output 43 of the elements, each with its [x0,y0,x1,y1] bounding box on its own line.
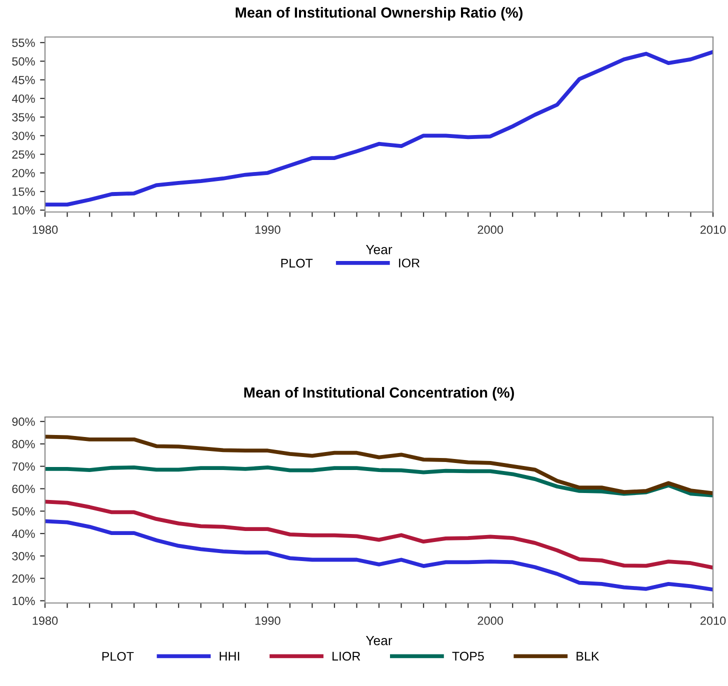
x-tick-label: 2000 [478,616,504,625]
x-tick-label: 2000 [478,226,504,234]
y-tick-label: 50% [12,507,35,516]
x-tick-label: 1980 [32,226,58,234]
y-tick-label: 20% [12,574,35,583]
x-axis-title: Year [366,636,392,646]
y-tick-label: 30% [12,552,35,560]
y-tick-label: 15% [12,188,35,196]
y-tick-label: 30% [12,132,35,140]
y-tick-label: 10% [12,206,35,215]
y-tick-label: 70% [12,462,35,471]
legend-label: IOR [399,258,420,268]
legend-title: PLOT [102,652,134,661]
line-series [45,519,713,592]
x-tick-label: 2010 [700,226,726,234]
legend-label: TOP5 [452,652,484,661]
y-tick-label: 35% [12,113,35,122]
line-series [45,465,713,498]
y-tick-label: 10% [12,596,35,606]
y-tick-label: 50% [12,57,35,66]
x-axis-title: Year [366,245,392,254]
y-tick-label: 45% [12,76,35,84]
chart-title: Mean of Institutional Ownership Ratio (%) [236,6,522,21]
legend-label: LIOR [332,652,360,661]
x-tick-label: 1980 [32,616,58,625]
legend-label: HHI [220,652,240,661]
line-series [45,50,713,206]
legend-label: BLK [576,652,600,661]
line-series [45,434,713,496]
y-tick-label: 20% [12,168,35,178]
y-tick-label: 40% [12,94,35,103]
y-tick-label: 90% [12,418,35,426]
x-tick-label: 1990 [255,616,280,625]
y-tick-label: 80% [12,440,35,448]
y-tick-label: 25% [12,150,35,159]
y-tick-label: 60% [12,484,35,494]
x-tick-label: 1990 [255,226,280,234]
y-tick-label: 55% [12,38,35,47]
y-tick-label: 40% [12,530,35,538]
line-series [45,500,713,570]
legend-title: PLOT [281,258,313,268]
x-tick-label: 2010 [700,616,726,625]
chart-title: Mean of Institutional Concentration (%) [244,386,514,401]
